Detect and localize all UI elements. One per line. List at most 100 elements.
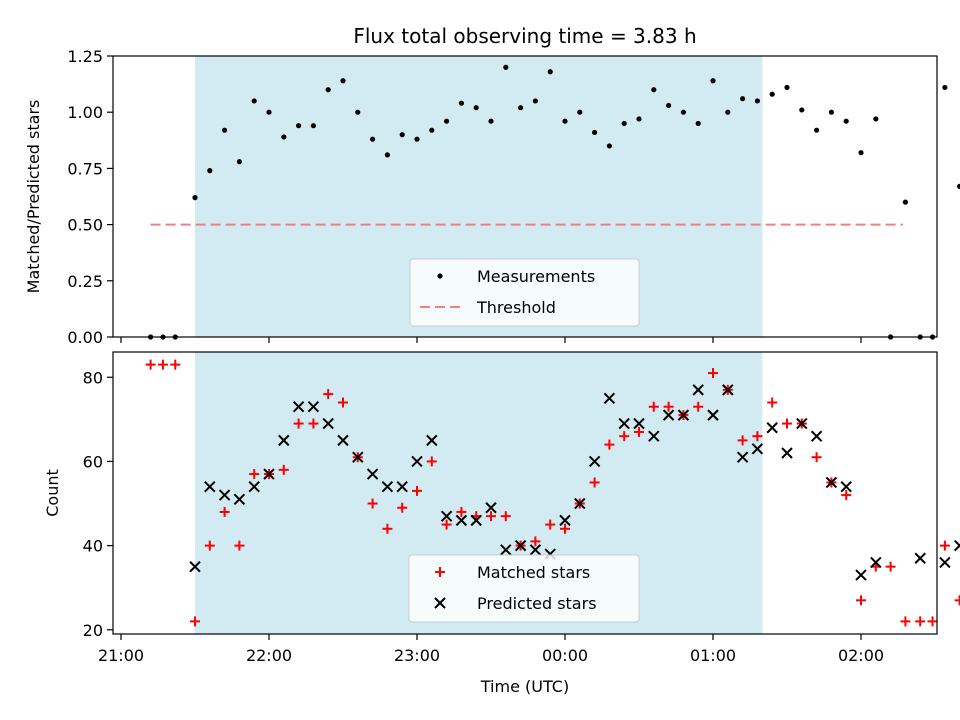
measurement-point <box>251 98 257 104</box>
predicted-star-point <box>307 401 320 413</box>
matched-star-point <box>278 464 289 475</box>
matched-star-point <box>782 418 792 429</box>
matched-star-point <box>338 397 348 408</box>
measurement-point <box>666 102 672 109</box>
measurement-point <box>414 136 420 142</box>
measurement-point <box>444 118 450 124</box>
matched-star-point <box>441 519 452 530</box>
measurement-point <box>799 107 805 113</box>
predicted-star-point <box>825 476 838 489</box>
bottom-legend-box <box>408 554 640 623</box>
legend-label-measurements: Measurements <box>477 267 595 286</box>
matched-star-point <box>767 397 778 408</box>
measurement-point <box>192 195 198 201</box>
predicted-star-point <box>337 434 349 447</box>
matched-star-point <box>560 523 570 534</box>
predicted-star-point <box>396 480 408 493</box>
predicted-star-point <box>440 510 453 522</box>
predicted-star-point <box>677 409 690 421</box>
xtick-label: 00:00 <box>542 646 588 665</box>
predicted-star-point <box>233 493 246 506</box>
measurement-point <box>710 78 716 84</box>
matched-star-point <box>841 490 852 501</box>
predicted-star-point <box>381 480 394 493</box>
measurement-point <box>503 64 509 70</box>
bottom-ytick-label: 80 <box>83 368 103 387</box>
predicted-star-point <box>810 430 823 442</box>
measurement-point <box>532 98 539 104</box>
predicted-star-point <box>189 560 201 573</box>
bottom-ytick-label: 60 <box>83 452 103 471</box>
matched-star-point <box>900 616 911 627</box>
predicted-star-point <box>426 434 438 447</box>
legend-marker-predicted <box>434 597 446 609</box>
top-ytick-label: 1.00 <box>67 103 103 122</box>
matched-star-point <box>293 418 304 429</box>
measurement-point <box>547 69 553 75</box>
predicted-star-point <box>574 497 586 510</box>
measurement-point <box>814 127 820 133</box>
predicted-star-point <box>263 468 275 480</box>
predicted-star-point <box>322 417 334 430</box>
measurement-point <box>754 98 761 104</box>
matched-star-point <box>397 502 408 513</box>
measurement-point <box>488 118 494 124</box>
predicted-star-point <box>278 434 290 447</box>
matched-star-point <box>604 439 615 450</box>
measurement-point <box>858 150 864 156</box>
matched-star-point <box>157 359 168 370</box>
measurement-point <box>606 143 613 149</box>
xtick-label: 01:00 <box>690 646 736 665</box>
measurement-point <box>236 159 242 165</box>
measurement-point <box>222 127 228 133</box>
measurement-point <box>651 87 657 93</box>
matched-star-point <box>456 506 467 517</box>
matched-star-point <box>693 401 704 412</box>
top-legend: Measurements Threshold <box>409 258 640 327</box>
top-x-ticks <box>120 337 862 343</box>
matched-star-point <box>856 595 866 606</box>
top-y-ticks: 0.00 0.25 0.50 0.75 1.00 1.25 <box>67 47 113 347</box>
matched-star-point <box>486 511 496 522</box>
matched-star-point <box>927 616 938 627</box>
xtick-label: 22:00 <box>246 646 292 665</box>
matched-star-point <box>367 498 378 509</box>
predicted-star-point <box>204 480 216 493</box>
measurement-point <box>942 84 948 91</box>
measurement-points <box>148 64 960 340</box>
predicted-star-point <box>559 514 571 527</box>
measurement-point <box>740 96 746 102</box>
measurement-point <box>355 109 361 115</box>
chart-title: Flux total observing time = 3.83 h <box>353 24 696 48</box>
measurement-point <box>458 100 464 106</box>
matched-star-point <box>708 368 718 379</box>
predicted-star-point <box>722 384 734 396</box>
predicted-star-point <box>953 539 960 552</box>
measurement-point <box>769 91 775 97</box>
legend-label-threshold: Threshold <box>476 298 556 317</box>
measurement-point <box>873 116 879 122</box>
predicted-star-point <box>455 514 468 527</box>
matched-star-point <box>170 359 181 370</box>
measurement-point <box>310 123 316 129</box>
measurement-point <box>473 105 479 111</box>
matched-star-point <box>234 540 245 551</box>
predicted-star-point <box>692 384 704 396</box>
matched-star-point <box>737 435 748 446</box>
predicted-star-point <box>411 455 423 468</box>
predicted-star-point <box>292 401 305 413</box>
predicted-star-point <box>939 556 951 569</box>
measurement-point <box>695 120 701 127</box>
predicted-star-point <box>736 451 749 463</box>
predicted-star-point <box>796 417 808 430</box>
matched-star-point <box>219 506 230 517</box>
legend-label-predicted: Predicted stars <box>477 594 597 613</box>
matched-star-point <box>412 485 422 496</box>
top-axes-frame <box>112 55 938 338</box>
matched-star-point <box>249 469 260 480</box>
bottom-legend: Matched stars Predicted stars <box>408 554 640 623</box>
measurement-point <box>577 109 583 115</box>
predicted-star-point <box>751 443 764 455</box>
